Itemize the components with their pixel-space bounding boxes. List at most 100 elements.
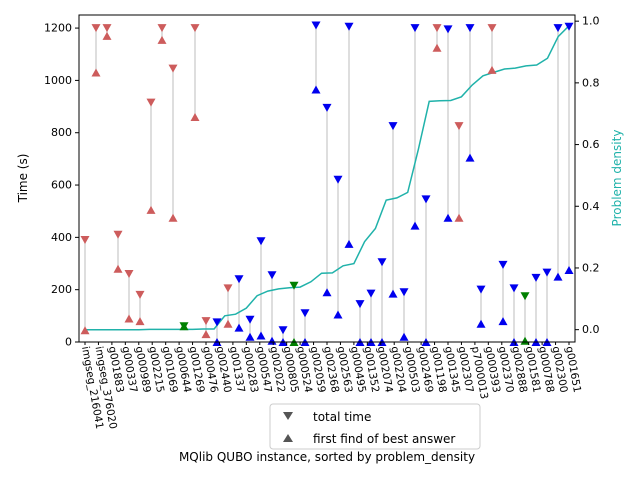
first-find-marker: [432, 43, 442, 52]
y-axis-title: Time (s): [16, 154, 30, 204]
first-find-marker: [223, 319, 233, 328]
total-time-marker: [410, 24, 420, 33]
total-time-marker: [300, 309, 310, 318]
first-find-marker: [476, 319, 486, 328]
total-time-marker: [80, 235, 90, 244]
y-tick-label: 200: [51, 283, 72, 296]
y2-tick-label: 0.0: [582, 323, 600, 336]
first-find-marker: [168, 213, 178, 222]
legend-label-first-find: first find of best answer: [313, 432, 455, 446]
legend-box: [269, 403, 481, 450]
total-time-marker: [234, 275, 244, 284]
total-time-marker: [355, 300, 365, 309]
first-find-marker: [113, 264, 123, 273]
total-time-marker: [113, 230, 123, 239]
plot-area: [80, 21, 574, 346]
y2-tick-label: 0.2: [582, 261, 600, 274]
y2-tick-label: 1.0: [582, 15, 600, 28]
y-axis-right: 0.0 0.2 0.4 0.6 0.8 1.0: [575, 15, 600, 336]
first-find-marker: [157, 35, 167, 44]
x-axis-title: MQlib QUBO instance, sorted by problem_d…: [179, 450, 475, 464]
y-tick-label: 400: [51, 231, 72, 244]
first-find-marker: [333, 310, 343, 319]
legend-marker-total-time: [283, 412, 293, 420]
total-time-marker: [256, 237, 266, 246]
first-find-marker: [201, 330, 211, 339]
y2-tick-label: 0.6: [582, 138, 600, 151]
x-axis: imgseg_216041imgseg_376020g001883g000337…: [79, 342, 583, 430]
first-find-marker: [179, 322, 189, 331]
y-tick-label: 800: [51, 126, 72, 139]
first-find-marker: [234, 323, 244, 332]
first-find-marker: [388, 289, 398, 298]
total-time-marker: [168, 64, 178, 73]
total-time-marker: [190, 24, 200, 33]
plot-frame: [78, 14, 576, 343]
total-time-marker: [399, 288, 409, 297]
first-find-marker: [256, 331, 266, 340]
y2-tick-label: 0.8: [582, 76, 600, 89]
total-time-marker: [333, 175, 343, 184]
first-find-marker: [465, 153, 475, 162]
total-time-marker: [245, 315, 255, 324]
total-time-marker: [542, 268, 552, 277]
total-time-marker: [498, 260, 508, 269]
first-find-marker: [190, 113, 200, 122]
total-time-marker: [520, 292, 530, 301]
total-time-marker: [443, 25, 453, 34]
total-time-marker: [278, 326, 288, 335]
first-find-marker: [553, 272, 563, 281]
first-find-marker: [454, 213, 464, 222]
y2-axis-title: Problem density: [610, 130, 624, 227]
first-find-marker: [91, 68, 101, 77]
problem-density-line: [85, 25, 570, 331]
first-find-marker: [311, 85, 321, 94]
total-time-marker: [421, 195, 431, 204]
total-time-marker: [135, 290, 145, 299]
first-find-marker: [80, 326, 90, 335]
total-time-marker: [344, 22, 354, 31]
y2-tick-label: 0.4: [582, 200, 600, 213]
y-tick-label: 1000: [44, 74, 72, 87]
first-find-marker: [135, 317, 145, 326]
legend-marker-first-find: [283, 434, 293, 442]
total-time-marker: [289, 281, 299, 290]
first-find-marker: [564, 266, 574, 275]
first-find-marker: [267, 336, 277, 345]
total-time-marker: [432, 24, 442, 33]
first-find-marker: [102, 31, 112, 40]
total-time-marker: [124, 269, 134, 278]
y-axis-left: 0 200 400 600 800 1000 1200: [44, 22, 79, 349]
y-tick-label: 0: [65, 336, 72, 349]
total-time-marker: [553, 24, 563, 33]
first-find-marker: [443, 213, 453, 222]
total-time-marker: [465, 24, 475, 33]
total-time-marker: [388, 122, 398, 131]
total-time-marker: [223, 284, 233, 293]
total-time-marker: [366, 289, 376, 298]
legend-label-total-time: total time: [313, 410, 371, 424]
total-time-marker: [201, 317, 211, 326]
first-find-marker: [146, 205, 156, 214]
y-tick-label: 1200: [44, 22, 72, 35]
total-time-marker: [267, 271, 277, 280]
first-find-marker: [410, 221, 420, 230]
first-find-marker: [322, 288, 332, 297]
y-tick-label: 600: [51, 179, 72, 192]
total-time-marker: [531, 273, 541, 282]
legend: total time first find of best answer: [269, 403, 481, 450]
total-time-marker: [157, 24, 167, 33]
total-time-marker: [322, 103, 332, 112]
first-find-marker: [124, 314, 134, 323]
first-find-marker: [399, 332, 409, 341]
first-find-marker: [498, 317, 508, 326]
total-time-marker: [476, 285, 486, 294]
total-time-marker: [146, 98, 156, 107]
total-time-marker: [102, 24, 112, 33]
first-find-marker: [245, 332, 255, 341]
total-time-marker: [454, 122, 464, 131]
total-time-marker: [509, 284, 519, 293]
first-find-marker: [487, 65, 497, 74]
total-time-marker: [377, 258, 387, 267]
